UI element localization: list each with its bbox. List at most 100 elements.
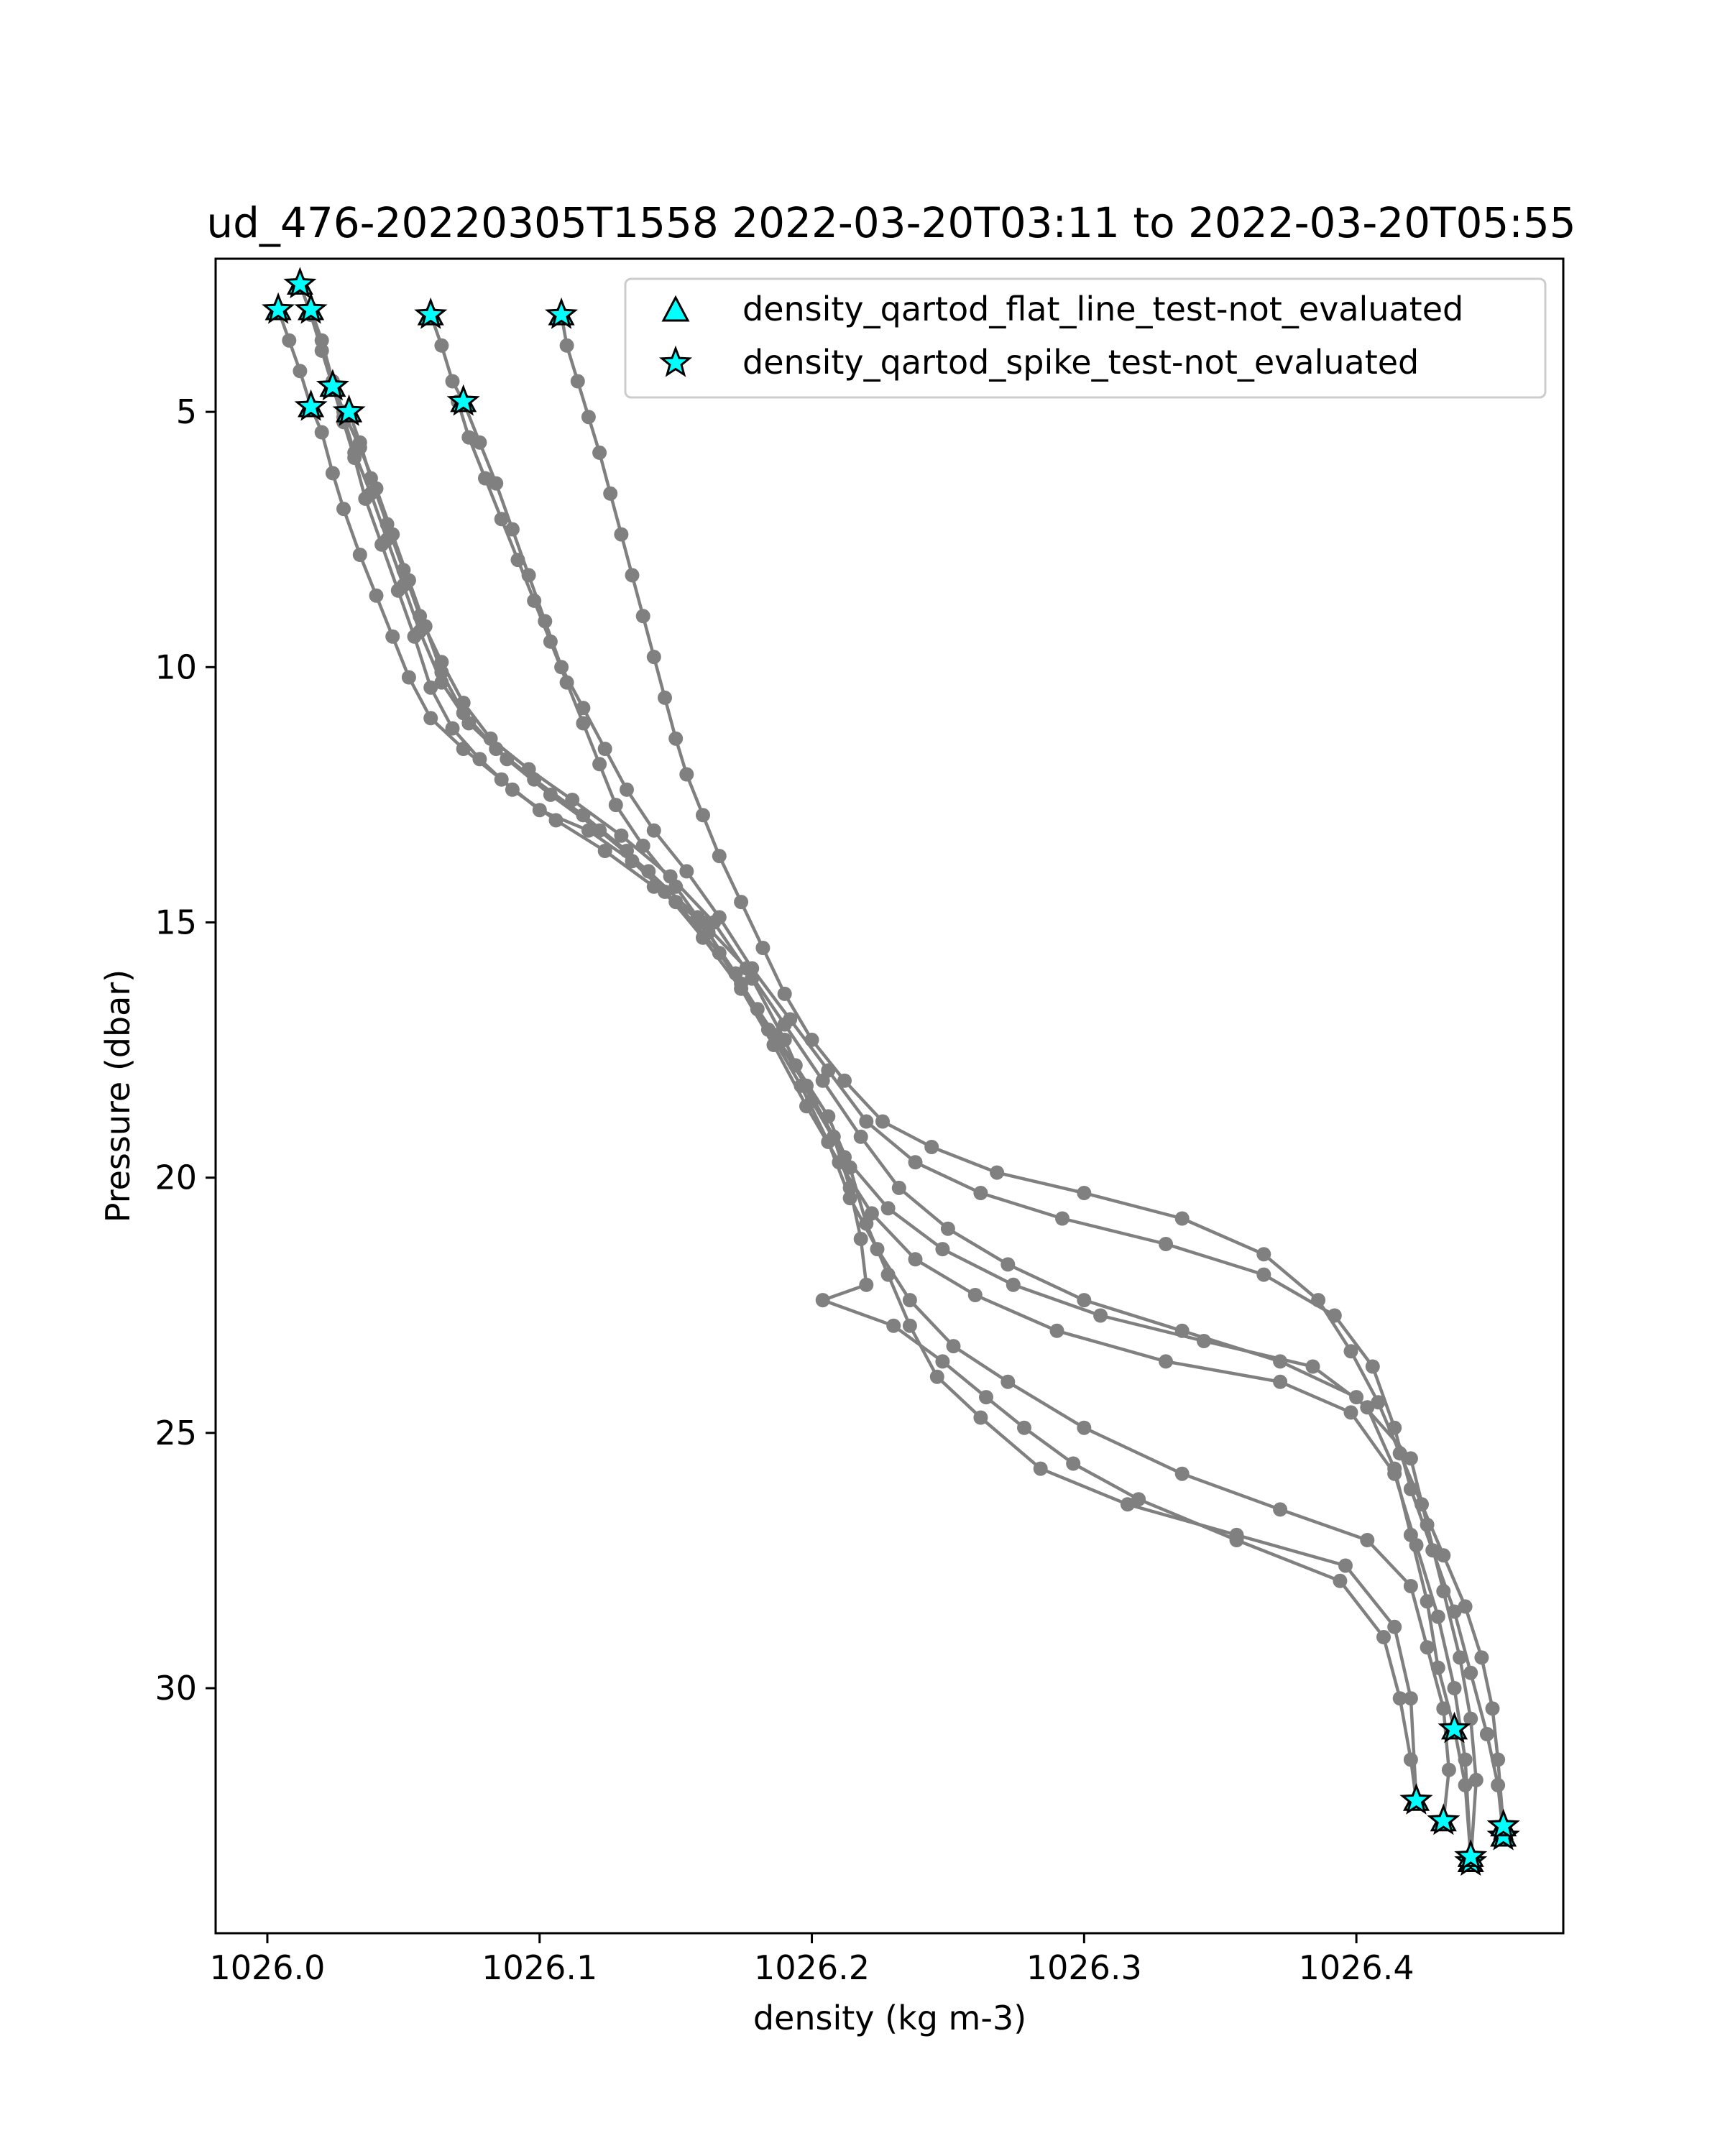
- data-point: [646, 650, 661, 665]
- data-point: [1453, 1650, 1468, 1665]
- data-point: [1174, 1211, 1190, 1226]
- data-point: [1049, 1323, 1064, 1338]
- data-point: [505, 782, 520, 797]
- data-point: [734, 895, 749, 910]
- spike-flag-marker: [1454, 1839, 1488, 1871]
- data-point: [973, 1186, 988, 1200]
- data-point: [293, 364, 308, 379]
- data-point: [1491, 1778, 1506, 1792]
- spike-flag-marker: [332, 394, 366, 426]
- data-point: [1458, 1778, 1473, 1792]
- data-point: [1447, 1681, 1462, 1695]
- data-point: [1093, 1308, 1108, 1323]
- data-point: [1420, 1640, 1435, 1655]
- data-point: [859, 1114, 874, 1129]
- y-tick-label: 25: [155, 1414, 197, 1452]
- data-point: [1414, 1497, 1429, 1512]
- legend-label-spike: density_qartod_spike_test-not_evaluated: [742, 343, 1419, 382]
- data-point: [1403, 1752, 1418, 1767]
- data-point: [358, 491, 373, 506]
- data-point: [826, 1129, 841, 1144]
- data-point: [1006, 1277, 1021, 1292]
- data-point: [712, 910, 727, 925]
- profile-line: [456, 401, 1418, 1801]
- data-point: [701, 925, 716, 940]
- y-tick-label: 10: [155, 648, 197, 686]
- spike-flag-marker: [1399, 1783, 1433, 1815]
- spike-flag-marker: [1438, 1711, 1471, 1743]
- spike-flag-marker: [283, 267, 317, 299]
- data-point: [423, 711, 438, 726]
- data-point: [1338, 1558, 1353, 1573]
- spike-flag-marker: [294, 292, 328, 324]
- data-point: [352, 548, 367, 562]
- data-point: [1441, 1762, 1456, 1777]
- data-point: [646, 823, 661, 838]
- data-point: [1485, 1701, 1500, 1716]
- data-point: [1403, 1451, 1418, 1466]
- data-point: [423, 680, 438, 695]
- data-point: [620, 844, 634, 858]
- y-tick-label: 30: [155, 1669, 197, 1708]
- data-point: [935, 1354, 950, 1369]
- data-point: [445, 374, 460, 389]
- data-point: [461, 430, 477, 445]
- data-point: [1392, 1446, 1407, 1461]
- data-point: [853, 1231, 868, 1246]
- data-point: [570, 374, 585, 389]
- data-point: [625, 568, 640, 583]
- data-point: [880, 1201, 896, 1216]
- data-point: [603, 486, 618, 501]
- data-point: [1000, 1257, 1016, 1272]
- data-point: [352, 435, 367, 450]
- data-point: [1174, 1466, 1190, 1481]
- data-point: [347, 451, 362, 465]
- data-point: [1077, 1293, 1092, 1308]
- data-point: [1120, 1497, 1135, 1512]
- data-point: [369, 588, 384, 603]
- data-point: [1474, 1650, 1489, 1665]
- data-point: [891, 1180, 906, 1195]
- x-axis-label: density (kg m-3): [753, 1999, 1026, 2037]
- data-point: [1077, 1420, 1092, 1435]
- data-point: [559, 675, 574, 690]
- data-point: [815, 1293, 830, 1308]
- data-point: [1463, 1711, 1478, 1726]
- plot-frame: [214, 257, 1565, 1935]
- data-point: [783, 1012, 798, 1027]
- x-tick-label: 1026.2: [754, 1948, 870, 1987]
- spike-flag-marker: [1427, 1803, 1460, 1835]
- chart-title: ud_476-20220305T1558 2022-03-20T03:11 to…: [206, 198, 1576, 247]
- data-point: [635, 838, 650, 853]
- data-point: [314, 425, 329, 440]
- data-point: [456, 742, 471, 756]
- data-point: [734, 976, 749, 991]
- data-point: [620, 782, 634, 797]
- data-point: [1256, 1267, 1271, 1282]
- data-point: [755, 941, 770, 955]
- legend-star-icon: [658, 345, 693, 377]
- data-point: [489, 476, 504, 491]
- data-point: [363, 471, 378, 486]
- legend-label-flat-line: density_qartod_flat_line_test-not_evalua…: [742, 290, 1463, 328]
- data-point: [1131, 1492, 1146, 1507]
- flag-layer: [262, 267, 1520, 1876]
- data-point: [374, 537, 390, 552]
- legend-triangle-icon: [661, 295, 690, 322]
- data-point: [1197, 1334, 1211, 1348]
- data-point: [696, 808, 710, 823]
- data-point: [1365, 1359, 1380, 1374]
- data-point: [472, 752, 487, 767]
- data-point: [483, 731, 498, 746]
- data-point: [597, 742, 612, 756]
- data-point: [1033, 1461, 1048, 1476]
- data-point: [641, 864, 656, 879]
- data-point: [908, 1155, 923, 1170]
- data-point: [799, 1078, 814, 1093]
- x-tick-label: 1026.1: [482, 1948, 597, 1987]
- data-point: [837, 1073, 852, 1088]
- data-point: [1159, 1354, 1173, 1369]
- data-point: [505, 522, 520, 537]
- data-point: [614, 828, 629, 843]
- data-point: [1305, 1359, 1320, 1374]
